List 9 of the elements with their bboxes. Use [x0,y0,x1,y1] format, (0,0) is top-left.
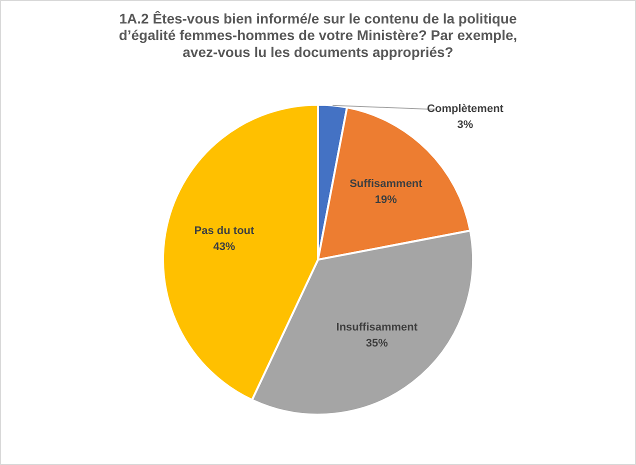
chart-title: 1A.2 Êtes-vous bien informé/e sur le contenu de la politique d’égalité femmes-hommes de votre Ministère? Par exemple, avez-vous lu les documents appropriés? [118,10,518,60]
data-label: 19% [374,194,398,206]
slice-label: Complètement [427,103,504,116]
data-label: 43% [213,240,236,253]
data-label: 3% [457,119,474,132]
slice-label: Insuffisamment [336,322,418,334]
data-label: 35% [366,338,388,350]
slice-label: Suffisamment [350,178,423,190]
slice-label: Pas du tout [194,224,254,237]
